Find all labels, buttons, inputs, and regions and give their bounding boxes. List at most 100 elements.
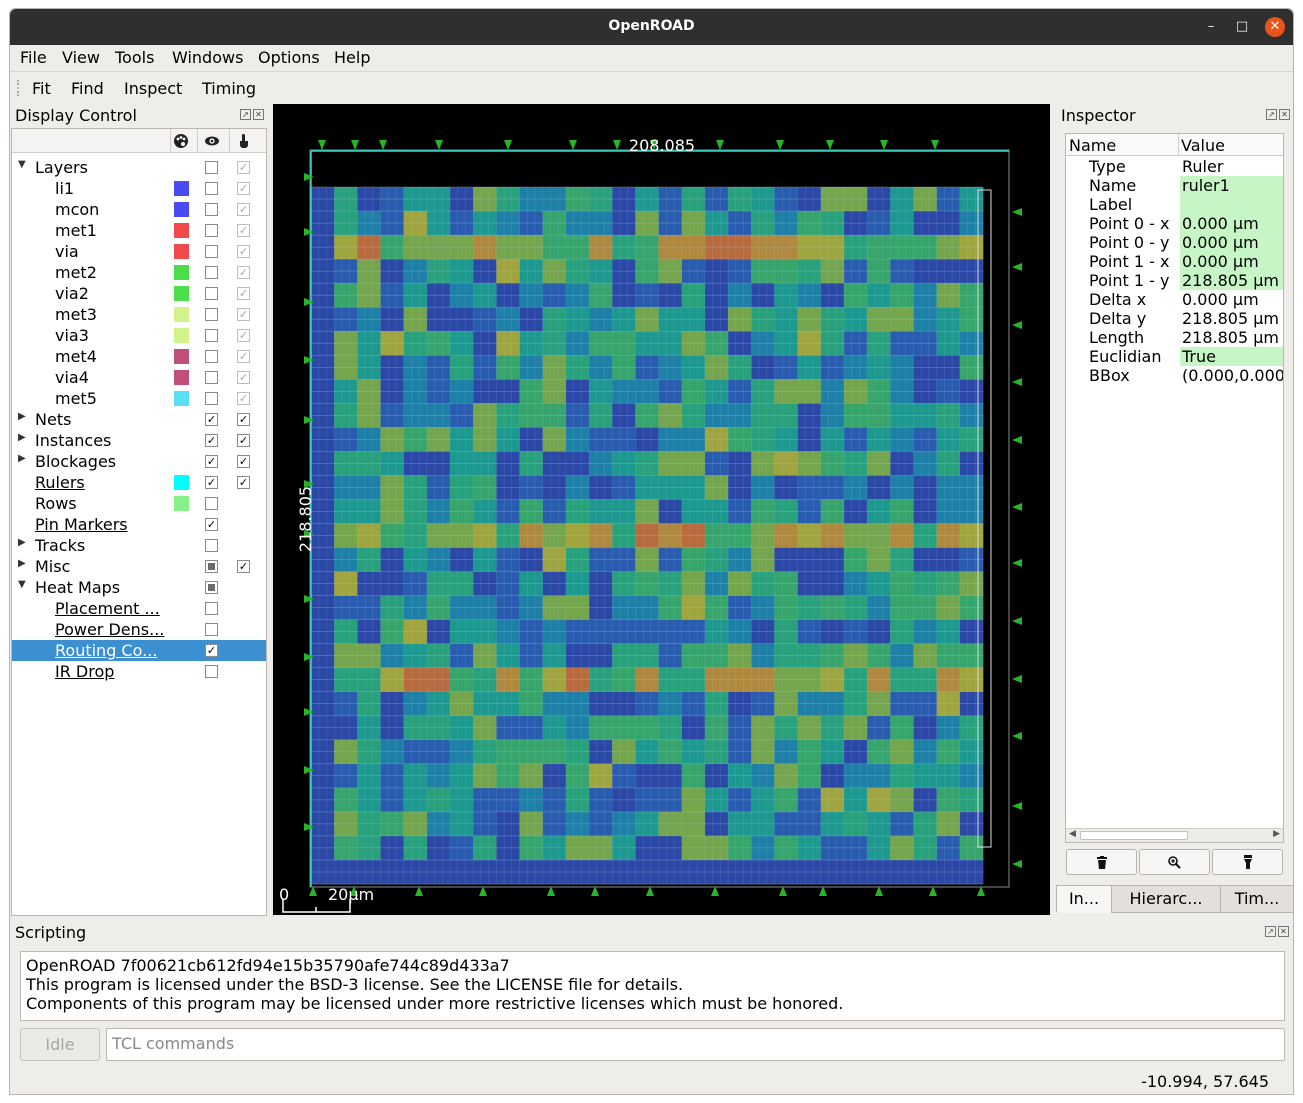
tree-row-layers[interactable]: ▼ Layers ✓ [12,157,266,178]
visible-checkbox[interactable] [205,560,218,573]
tree-row-placement[interactable]: Placement ... [12,598,266,619]
tree-row-ir-drop[interactable]: IR Drop [12,661,266,682]
float-icon[interactable]: ↗ [1265,926,1276,937]
property-value[interactable]: True [1180,347,1283,366]
selectable-checkbox[interactable]: ✓ [237,266,250,279]
tree-row-nets[interactable]: ▶ Nets ✓ ✓ [12,409,266,430]
property-value[interactable]: 218.805 μm [1180,271,1283,290]
property-value[interactable]: 0.000 μm [1180,214,1283,233]
tree-row-met3[interactable]: met3 ✓ [12,304,266,325]
visible-checkbox[interactable] [205,539,218,552]
horizontal-scrollbar[interactable]: ◀ ▶ [1066,828,1283,842]
visible-checkbox[interactable] [205,203,218,216]
tree-row-blockages[interactable]: ▶ Blockages ✓ ✓ [12,451,266,472]
visible-checkbox[interactable]: ✓ [205,413,218,426]
visible-checkbox[interactable] [205,287,218,300]
expand-open-icon[interactable]: ▼ [18,159,26,170]
menu-options[interactable]: Options [258,48,320,67]
toolbar-fit-button[interactable]: Fit [32,79,51,98]
selectable-checkbox[interactable]: ✓ [237,434,250,447]
color-swatch[interactable] [174,265,189,280]
selectable-checkbox[interactable]: ✓ [237,329,250,342]
visible-checkbox[interactable] [205,665,218,678]
zoom-to-button[interactable] [1139,849,1210,875]
selectable-checkbox[interactable]: ✓ [237,287,250,300]
tree-row-met1[interactable]: met1 ✓ [12,220,266,241]
tree-row-rulers[interactable]: Rulers ✓ ✓ [12,472,266,493]
expand-closed-icon[interactable]: ▶ [18,432,26,443]
visible-checkbox[interactable]: ✓ [205,455,218,468]
visible-checkbox[interactable] [205,182,218,195]
color-swatch[interactable] [174,202,189,217]
color-swatch[interactable] [174,181,189,196]
visible-checkbox[interactable] [205,308,218,321]
tree-row-li1[interactable]: li1 ✓ [12,178,266,199]
idle-button[interactable]: Idle [20,1028,100,1061]
tree-row-misc[interactable]: ▶ Misc ✓ [12,556,266,577]
layout-viewer[interactable]: 208.085 218.805 0 20μm [273,104,1050,915]
selectable-checkbox[interactable]: ✓ [237,476,250,489]
highlight-button[interactable] [1212,849,1283,875]
property-value[interactable]: ruler1 [1180,176,1283,195]
scrollbar-thumb[interactable] [1080,831,1188,840]
visible-checkbox[interactable] [205,581,218,594]
expand-open-icon[interactable]: ▼ [18,579,26,590]
scroll-right-icon[interactable]: ▶ [1273,829,1280,839]
close-dock-icon[interactable]: ✕ [253,109,264,120]
tree-row-via2[interactable]: via2 ✓ [12,283,266,304]
tree-row-met5[interactable]: met5 ✓ [12,388,266,409]
selectable-checkbox[interactable]: ✓ [237,371,250,384]
property-value[interactable]: 0.000 μm [1180,252,1283,271]
color-swatch[interactable] [174,307,189,322]
visible-checkbox[interactable]: ✓ [205,644,218,657]
tree-row-tracks[interactable]: ▶ Tracks [12,535,266,556]
tree-row-via3[interactable]: via3 ✓ [12,325,266,346]
visible-checkbox[interactable] [205,224,218,237]
selectable-checkbox[interactable]: ✓ [237,182,250,195]
tree-row-power-dens[interactable]: Power Dens... [12,619,266,640]
expand-closed-icon[interactable]: ▶ [18,453,26,464]
visible-checkbox[interactable] [205,161,218,174]
property-value[interactable]: 0.000 μm [1180,233,1283,252]
close-icon[interactable]: ✕ [1265,17,1285,37]
tree-row-rows[interactable]: Rows [12,493,266,514]
delete-button[interactable] [1066,849,1137,875]
property-value[interactable] [1180,195,1283,214]
visible-checkbox[interactable] [205,392,218,405]
toolbar-inspect-button[interactable]: Inspect [124,79,183,98]
selectable-checkbox[interactable]: ✓ [237,350,250,363]
float-icon[interactable]: ↗ [1266,109,1277,120]
maximize-icon[interactable]: □ [1235,19,1249,34]
toolbar-grip[interactable] [17,80,20,96]
tree-row-met4[interactable]: met4 ✓ [12,346,266,367]
selectable-checkbox[interactable]: ✓ [237,224,250,237]
visible-checkbox[interactable] [205,371,218,384]
color-swatch[interactable] [174,328,189,343]
tree-row-heat-maps[interactable]: ▼ Heat Maps [12,577,266,598]
tcl-command-input[interactable]: TCL commands [106,1028,1285,1061]
expand-closed-icon[interactable]: ▶ [18,411,26,422]
tree-row-pin-markers[interactable]: Pin Markers ✓ [12,514,266,535]
color-swatch[interactable] [174,475,189,490]
toolbar-timing-button[interactable]: Timing [202,79,257,98]
selectable-checkbox[interactable]: ✓ [237,560,250,573]
tree-row-mcon[interactable]: mcon ✓ [12,199,266,220]
visible-checkbox[interactable] [205,497,218,510]
visible-checkbox[interactable] [205,266,218,279]
tree-row-via4[interactable]: via4 ✓ [12,367,266,388]
color-swatch[interactable] [174,244,189,259]
menu-tools[interactable]: Tools [115,48,155,67]
menu-file[interactable]: File [20,48,47,67]
visible-checkbox[interactable] [205,623,218,636]
visible-checkbox[interactable] [205,245,218,258]
color-swatch[interactable] [174,391,189,406]
visible-checkbox[interactable]: ✓ [205,434,218,447]
color-swatch[interactable] [174,286,189,301]
tab-timing[interactable]: Tim... [1220,885,1293,913]
color-swatch[interactable] [174,370,189,385]
visible-checkbox[interactable]: ✓ [205,518,218,531]
toolbar-find-button[interactable]: Find [71,79,104,98]
tab-hierarchy[interactable]: Hierarc... [1111,885,1221,913]
menu-windows[interactable]: Windows [172,48,244,67]
close-dock-icon[interactable]: ✕ [1278,926,1289,937]
